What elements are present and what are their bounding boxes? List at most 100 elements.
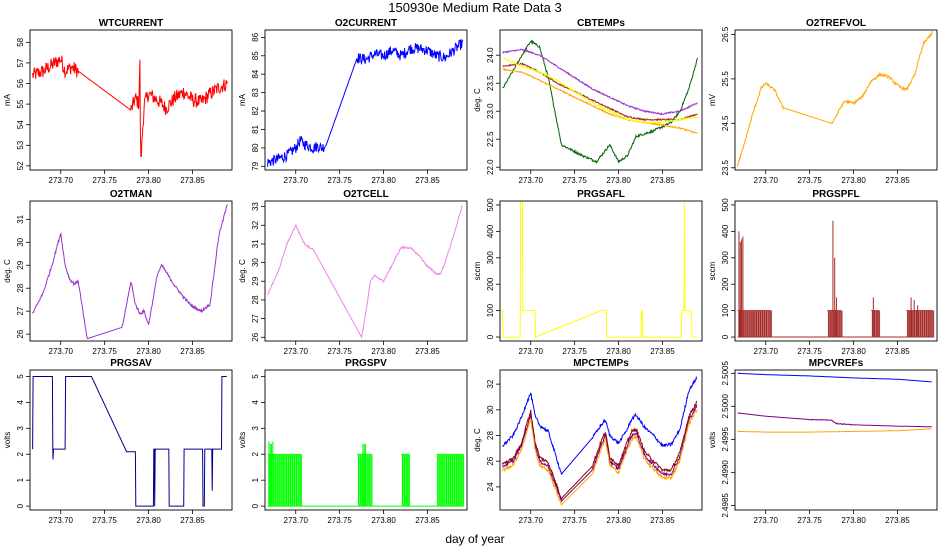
prgsafl-ytick-label: 400 xyxy=(486,224,495,238)
prgspv-series-prgspv-pulses xyxy=(401,453,411,507)
prgspfl-ytick-label: 300 xyxy=(721,251,730,265)
wtcurrent-ytick-label: 56 xyxy=(16,79,25,88)
cbtemps-ylabel: deg. C xyxy=(473,88,482,112)
mpctemps-series-mpc4 xyxy=(502,409,698,506)
o2tcell-xtick-label: 273.85 xyxy=(415,347,440,356)
o2tcell-ytick-label: 30 xyxy=(251,258,260,267)
o2tman-ytick-label: 29 xyxy=(16,260,25,269)
prgsafl-ytick-label: 500 xyxy=(486,198,495,212)
prgsav-ytick-label: 3 xyxy=(16,426,25,431)
prgspfl-series-prgspfl-pulses xyxy=(906,310,935,338)
prgspv-ylabel: volts xyxy=(238,432,247,448)
o2tman-frame xyxy=(29,200,233,342)
mpcvrefs-frame xyxy=(734,369,938,511)
prgsav-plot-area xyxy=(32,376,227,507)
o2tcell-ytick-label: 33 xyxy=(251,202,260,211)
mpctemps-ytick-label: 24 xyxy=(486,482,495,491)
mpctemps-ytick-label: 28 xyxy=(486,431,495,440)
figure-title: 150930e Medium Rate Data 3 xyxy=(388,0,561,15)
mpctemps-title: MPCTEMPs xyxy=(573,358,629,369)
o2tcell-series-o2tcell xyxy=(267,204,463,339)
mpctemps-ytick-label: 30 xyxy=(486,405,495,414)
wtcurrent-frame xyxy=(29,29,233,171)
o2trefvol-frame xyxy=(734,29,938,171)
o2current-frame xyxy=(264,29,468,171)
prgspv-xtick-label: 273.85 xyxy=(415,516,440,525)
o2tman-ylabel: deg. C xyxy=(3,259,12,283)
wtcurrent-ytick-label: 52 xyxy=(16,161,25,170)
panel-cbtemps: CBTEMPs deg. C 273.70 273.75 273.80 273.85 22.… xyxy=(473,18,703,185)
prgsafl-ytick-label: 0 xyxy=(486,334,495,339)
cbtemps-frame xyxy=(499,29,703,171)
panel-o2trefvol: O2TREFVOL mV 273.70 273.75 273.80 273.85 23.5 2… xyxy=(708,18,938,185)
o2tcell-title: O2TCELL xyxy=(343,189,389,200)
prgsafl-ytick-label: 300 xyxy=(486,251,495,265)
mpcvrefs-ytick-label: 2.5005 xyxy=(721,361,730,386)
cbtemps-xtick-label: 273.75 xyxy=(562,176,587,185)
cbtemps-series-cb1 xyxy=(502,39,699,164)
prgsav-ylabel: volts xyxy=(3,432,12,448)
prgspv-ytick-label: 2 xyxy=(251,451,260,456)
mpcvrefs-ytick-label: 2.4995 xyxy=(721,427,730,452)
mpcvrefs-title: MPCVREFs xyxy=(809,358,864,369)
o2trefvol-series-o2trefvol xyxy=(737,30,934,167)
o2current-plot-area xyxy=(267,39,464,167)
mpctemps-series-mpc3 xyxy=(502,404,698,503)
o2trefvol-ytick-label: 25.5 xyxy=(721,71,730,87)
o2trefvol-xtick-label: 273.85 xyxy=(885,176,910,185)
o2tcell-xtick-label: 273.75 xyxy=(327,347,352,356)
o2tcell-xtick-label: 273.80 xyxy=(371,347,396,356)
wtcurrent-title: WTCURRENT xyxy=(99,18,163,29)
prgsafl-frame xyxy=(499,200,703,342)
prgsafl-xtick-label: 273.80 xyxy=(606,347,631,356)
prgspv-xtick-label: 273.70 xyxy=(284,516,309,525)
cbtemps-ytick-label: 22.0 xyxy=(486,159,495,175)
o2tman-xtick-label: 273.85 xyxy=(180,347,205,356)
o2current-xtick-label: 273.70 xyxy=(284,176,309,185)
prgspfl-ytick-label: 100 xyxy=(721,303,730,317)
wtcurrent-xtick-label: 273.80 xyxy=(136,176,161,185)
mpctemps-ytick-label: 32 xyxy=(486,379,495,388)
wtcurrent-ytick-label: 58 xyxy=(16,37,25,46)
mpcvrefs-ylabel: volts xyxy=(708,432,717,448)
prgspv-xtick-label: 273.75 xyxy=(327,516,352,525)
o2trefvol-ytick-label: 23.5 xyxy=(721,159,730,175)
o2current-xtick-label: 273.80 xyxy=(371,176,396,185)
o2trefvol-xtick-label: 273.75 xyxy=(797,176,822,185)
o2tcell-ytick-label: 26 xyxy=(251,332,260,341)
wtcurrent-series-wtcurrent xyxy=(32,55,229,157)
wtcurrent-xtick-label: 273.70 xyxy=(49,176,74,185)
prgspfl-series-prgspfl-pulses xyxy=(737,310,772,338)
prgspv-ytick-label: 5 xyxy=(251,374,260,379)
mpctemps-ytick-label: 26 xyxy=(486,456,495,465)
prgspfl-ytick-label: 0 xyxy=(721,334,730,339)
panel-o2tman: O2TMAN deg. C 273.70 273.75 273.80 273.85 26 27… xyxy=(3,189,233,356)
o2trefvol-xtick-label: 273.70 xyxy=(754,176,779,185)
prgsafl-ytick-label: 100 xyxy=(486,303,495,317)
prgspfl-ytick-label: 400 xyxy=(721,224,730,238)
panel-o2current: O2CURRENT mA 273.70 273.75 273.80 273.85 79 80 8… xyxy=(238,18,468,185)
o2tman-title: O2TMAN xyxy=(110,189,152,200)
o2trefvol-ytick-label: 24.5 xyxy=(721,115,730,131)
o2trefvol-title: O2TREFVOL xyxy=(806,18,866,29)
prgsav-xtick-label: 273.70 xyxy=(49,516,74,525)
cbtemps-title: CBTEMPs xyxy=(577,18,625,29)
prgsav-xtick-label: 273.75 xyxy=(92,516,117,525)
o2tman-xtick-label: 273.80 xyxy=(136,347,161,356)
wtcurrent-ytick-label: 57 xyxy=(16,58,25,67)
cbtemps-xtick-label: 273.85 xyxy=(650,176,675,185)
mpcvrefs-ytick-label: 2.4985 xyxy=(721,493,730,518)
prgsav-ytick-label: 0 xyxy=(16,503,25,508)
prgsafl-title: PRGSAFL xyxy=(577,189,625,200)
cbtemps-ytick-label: 22.5 xyxy=(486,131,495,147)
cbtemps-series-cb5 xyxy=(502,57,699,125)
cbtemps-ytick-label: 23.5 xyxy=(486,75,495,91)
panel-prgspv: PRGSPV volts 273.70 273.75 273.80 273.85 0 1 2 3 4… xyxy=(238,358,468,525)
o2tcell-ylabel: deg. C xyxy=(238,259,247,283)
o2trefvol-ylabel: mV xyxy=(708,93,717,106)
cbtemps-series-cb3 xyxy=(502,48,698,116)
prgsafl-plot-area xyxy=(502,201,697,338)
o2tman-ytick-label: 30 xyxy=(16,237,25,246)
prgsav-ytick-label: 4 xyxy=(16,400,25,405)
